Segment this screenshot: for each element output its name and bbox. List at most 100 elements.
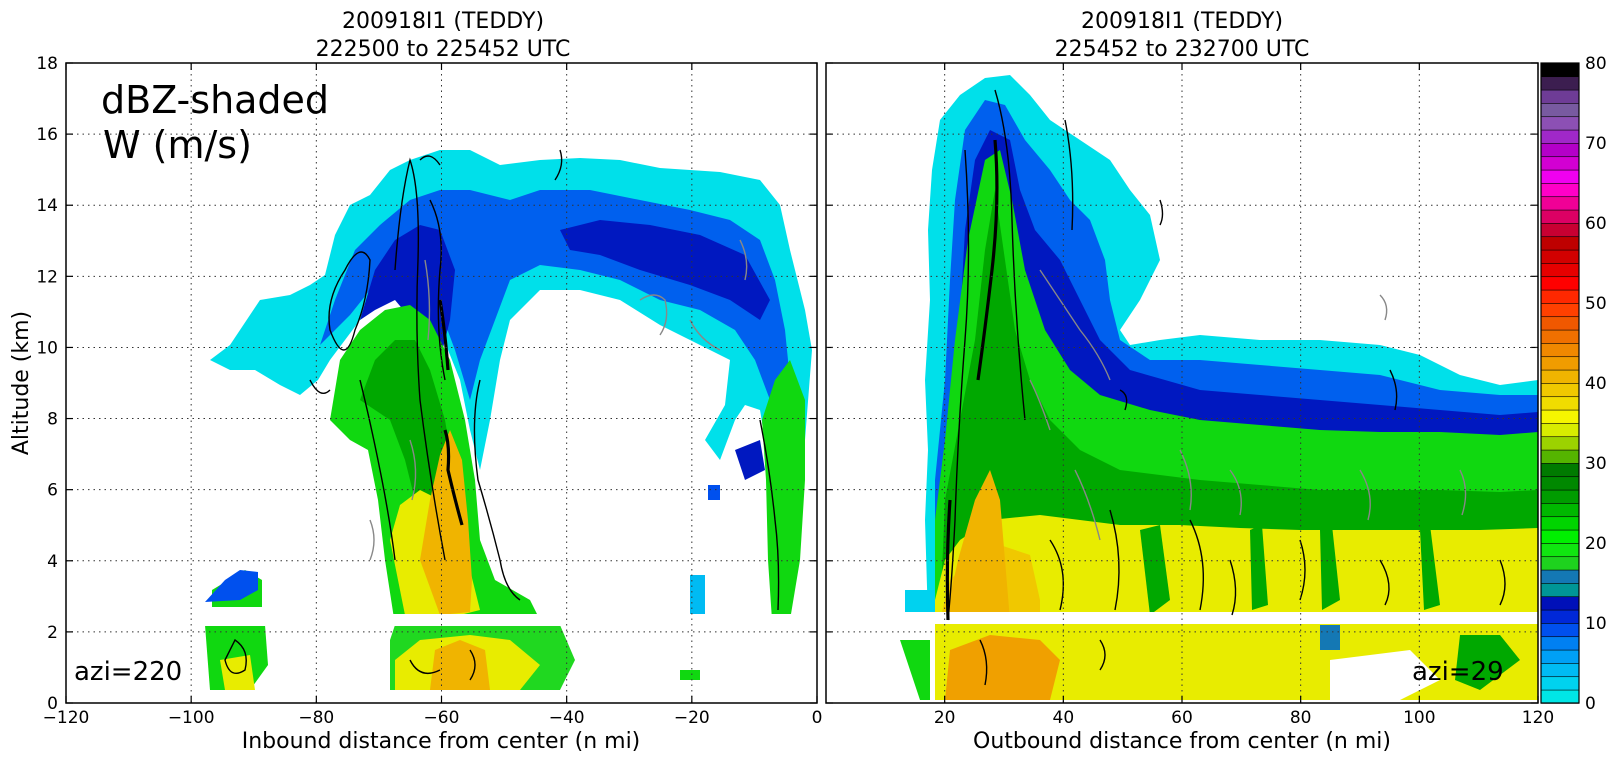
right-gridlines — [826, 63, 1538, 703]
y-tick-label: 10 — [36, 338, 58, 358]
x-tick-label: 80 — [1290, 708, 1312, 728]
y-axis-label: Altitude (km) — [9, 311, 34, 455]
colorbar-swatch — [1540, 596, 1580, 611]
left-panel-title: 200918I1 (TEDDY) — [342, 9, 544, 34]
x-tick-label: 40 — [1053, 708, 1075, 728]
colorbar-swatch — [1540, 262, 1580, 278]
y-tick-label: 2 — [47, 623, 58, 643]
colorbar-frame — [1540, 62, 1580, 704]
right-azimuth-label: azi=29 — [1412, 657, 1504, 687]
colorbar-swatch — [1540, 542, 1580, 558]
colorbar-swatch — [1540, 396, 1580, 411]
left-x-ticks: −120 −100 −80 −60 −40 −20 0 — [43, 63, 823, 728]
colorbar-swatch — [1540, 209, 1580, 224]
colorbar-tick-label: 40 — [1585, 374, 1607, 394]
colorbar-swatch — [1540, 222, 1580, 238]
y-tick-label: 18 — [36, 54, 58, 74]
colorbar-swatch — [1540, 276, 1580, 291]
x-tick-label: 60 — [1171, 708, 1193, 728]
left-azimuth-label: azi=220 — [74, 657, 182, 687]
colorbar-swatch — [1540, 356, 1580, 371]
colorbar-swatch — [1540, 369, 1580, 384]
left-reflectivity-field — [66, 149, 817, 690]
colorbar-swatch — [1540, 676, 1580, 691]
colorbar-tick-label: 30 — [1585, 454, 1607, 474]
colorbar-swatch — [1540, 689, 1580, 704]
colorbar-swatch — [1540, 422, 1580, 438]
x-tick-label: 20 — [934, 708, 956, 728]
colorbar-swatch — [1540, 569, 1580, 584]
colorbar-swatches — [1540, 62, 1580, 704]
y-tick-label: 14 — [36, 196, 58, 216]
colorbar-swatch — [1540, 382, 1580, 398]
colorbar-swatch — [1540, 102, 1580, 118]
colorbar-swatch — [1540, 582, 1580, 598]
x-tick-label: −20 — [674, 708, 710, 728]
colorbar-swatch — [1540, 169, 1580, 184]
colorbar-swatch — [1540, 89, 1580, 104]
colorbar-tick-label: 70 — [1585, 134, 1607, 154]
colorbar-tick-label: 80 — [1585, 54, 1607, 74]
colorbar-swatch — [1540, 502, 1580, 518]
colorbar: 0 10 20 30 40 50 60 70 80 — [1540, 54, 1607, 714]
right-panel-title: 200918I1 (TEDDY) — [1081, 9, 1283, 34]
colorbar-swatch — [1540, 142, 1580, 158]
colorbar-swatch — [1540, 489, 1580, 504]
colorbar-swatch — [1540, 129, 1580, 144]
colorbar-swatch — [1540, 462, 1580, 478]
y-tick-label: 8 — [47, 410, 58, 430]
fields-label-line2: W (m/s) — [103, 123, 252, 167]
right-x-axis-label: Outbound distance from center (n mi) — [973, 729, 1391, 754]
colorbar-swatch — [1540, 609, 1580, 624]
colorbar-swatch — [1540, 662, 1580, 678]
colorbar-tick-label: 50 — [1585, 294, 1607, 314]
y-tick-label: 0 — [47, 694, 58, 714]
colorbar-swatch — [1540, 516, 1580, 531]
x-tick-label: −100 — [168, 708, 215, 728]
colorbar-swatch — [1540, 316, 1580, 331]
x-tick-label: −80 — [298, 708, 334, 728]
colorbar-swatch — [1540, 249, 1580, 264]
left-panel-subtitle: 222500 to 225452 UTC — [316, 37, 571, 62]
x-tick-label: 0 — [812, 708, 823, 728]
colorbar-tick-label: 0 — [1585, 694, 1596, 714]
colorbar-swatch — [1540, 182, 1580, 198]
colorbar-tick-label: 60 — [1585, 214, 1607, 234]
y-tick-label: 4 — [47, 552, 58, 572]
colorbar-swatch — [1540, 636, 1580, 651]
colorbar-swatch — [1540, 289, 1580, 304]
colorbar-swatch — [1540, 62, 1580, 78]
colorbar-ticks: 0 10 20 30 40 50 60 70 80 — [1585, 54, 1607, 714]
colorbar-swatch — [1540, 236, 1580, 251]
colorbar-swatch — [1540, 156, 1580, 171]
fields-label-line1: dBZ-shaded — [101, 78, 329, 122]
colorbar-swatch — [1540, 556, 1580, 571]
left-x-axis-label: Inbound distance from center (n mi) — [242, 729, 641, 754]
y-tick-label: 6 — [47, 481, 58, 501]
right-panel-subtitle: 225452 to 232700 UTC — [1055, 37, 1310, 62]
colorbar-swatch — [1540, 476, 1580, 491]
colorbar-swatch — [1540, 302, 1580, 318]
y-tick-label: 12 — [36, 267, 58, 287]
x-tick-label: −120 — [43, 708, 90, 728]
colorbar-swatch — [1540, 76, 1580, 91]
right-x-ticks: 20 40 60 80 100 120 — [934, 63, 1554, 728]
colorbar-swatch — [1540, 116, 1580, 131]
colorbar-tick-label: 10 — [1585, 614, 1607, 634]
colorbar-swatch — [1540, 329, 1580, 344]
colorbar-swatch — [1540, 649, 1580, 664]
colorbar-swatch — [1540, 409, 1580, 424]
colorbar-tick-label: 20 — [1585, 534, 1607, 554]
right-panel: 200918I1 (TEDDY) 225452 to 232700 UTC — [825, 9, 1554, 754]
colorbar-swatch — [1540, 529, 1580, 544]
left-panel: 200918I1 (TEDDY) 222500 to 225452 UTC — [9, 9, 1538, 754]
x-tick-label: 100 — [1403, 708, 1435, 728]
y-tick-label: 16 — [36, 125, 58, 145]
colorbar-swatch — [1540, 196, 1580, 211]
colorbar-swatch — [1540, 342, 1580, 358]
x-tick-label: −60 — [424, 708, 460, 728]
x-tick-label: −40 — [549, 708, 585, 728]
colorbar-swatch — [1540, 436, 1580, 451]
colorbar-swatch — [1540, 449, 1580, 464]
